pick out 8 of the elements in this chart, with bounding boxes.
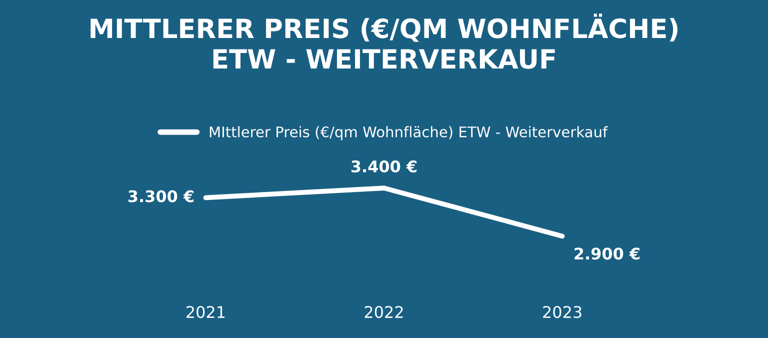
data-label: 3.300 € [128,190,194,202]
x-tick-label: 2022 [364,306,403,318]
data-label: 2.900 € [574,248,640,260]
chart-title: MITTLERER PREIS (€/QM WOHNFLÄCHE) ETW - WEITERVERKAUF [90,14,678,69]
data-label: 3.400 € [351,160,417,172]
legend-label: MIttlerer Preis (€/qm Wohnfläche) ETW - Weiterverkauf [210,126,608,140]
x-tick-label: 2021 [186,306,225,318]
x-tick-label: 2023 [543,306,582,318]
